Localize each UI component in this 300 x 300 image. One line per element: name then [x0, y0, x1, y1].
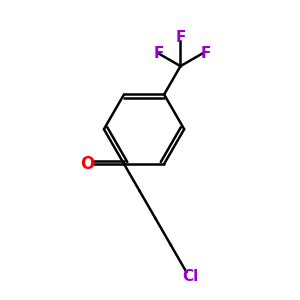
Text: F: F: [175, 30, 186, 45]
Text: Cl: Cl: [183, 269, 199, 284]
Text: O: O: [80, 155, 94, 173]
Text: F: F: [153, 46, 164, 61]
Text: F: F: [200, 46, 211, 61]
